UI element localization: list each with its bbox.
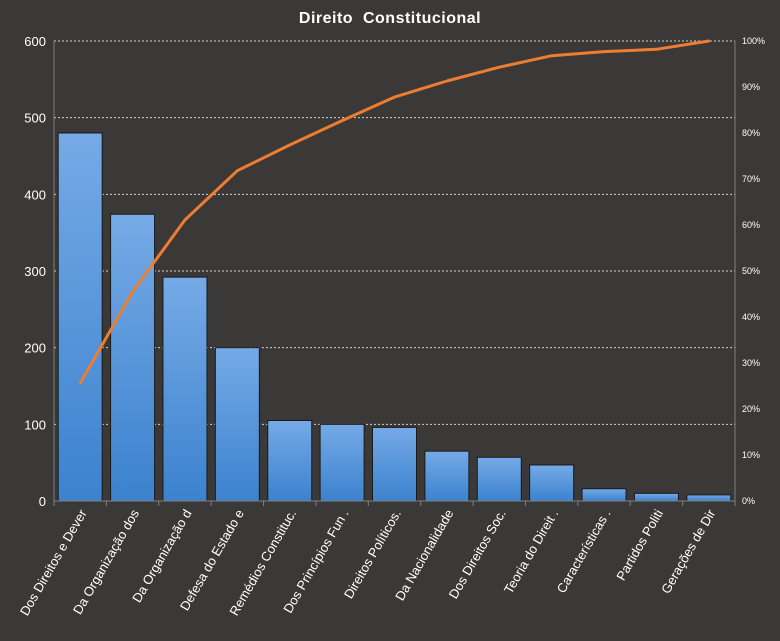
bar [371, 426, 418, 502]
y-tick-label: 600 [24, 34, 46, 49]
y2-tick-label: 30% [742, 358, 760, 368]
y-tick-label: 500 [24, 111, 46, 126]
y2-tick-label: 100% [742, 36, 765, 46]
y2-tick-label: 0% [742, 496, 755, 506]
y-tick-label: 100 [24, 417, 46, 432]
bar [529, 464, 575, 502]
chart-title: Direito Constitucional [299, 10, 481, 27]
bar [476, 456, 522, 502]
y-tick-label: 400 [24, 187, 46, 202]
x-tick-label: Características . [554, 507, 614, 596]
right-axis-ticks: 0% 10% 20% 30% 40% 50% 60% 70% 80% 90% 100% [742, 36, 765, 506]
bar [319, 423, 365, 502]
bar [110, 213, 156, 502]
x-tick-label: Teoria do Direit . [501, 507, 561, 596]
x-tick-label: Direitos Políticos. [341, 507, 404, 601]
y2-tick-label: 40% [742, 312, 760, 322]
bar [162, 276, 208, 502]
axes [53, 41, 736, 506]
y-tick-label: 0 [39, 494, 46, 509]
bar [581, 488, 627, 502]
bar-series [57, 132, 732, 502]
y2-tick-label: 20% [742, 404, 760, 414]
y2-tick-label: 90% [742, 82, 760, 92]
x-tick-label: Dos Direitos Soc. [446, 507, 509, 601]
bar [57, 132, 103, 502]
left-axis-ticks: 0 100 200 300 400 500 600 [24, 34, 46, 509]
x-tick-label: Gerações de Dir [658, 506, 719, 596]
bar [633, 492, 679, 502]
bar [267, 420, 313, 502]
y-tick-label: 200 [24, 341, 46, 356]
x-tick-label: Partidos Politi [613, 507, 666, 583]
y2-tick-label: 60% [742, 220, 760, 230]
cumulative-line-series [78, 39, 711, 385]
y2-tick-label: 10% [742, 450, 760, 460]
bar [686, 494, 732, 502]
bar [214, 347, 260, 502]
bar [424, 450, 470, 502]
y2-tick-label: 80% [742, 128, 760, 138]
y-tick-label: 300 [24, 264, 46, 279]
x-tick-label: Da Nacionalidade [392, 507, 456, 603]
y2-tick-label: 70% [742, 174, 760, 184]
y2-tick-label: 50% [742, 266, 760, 276]
